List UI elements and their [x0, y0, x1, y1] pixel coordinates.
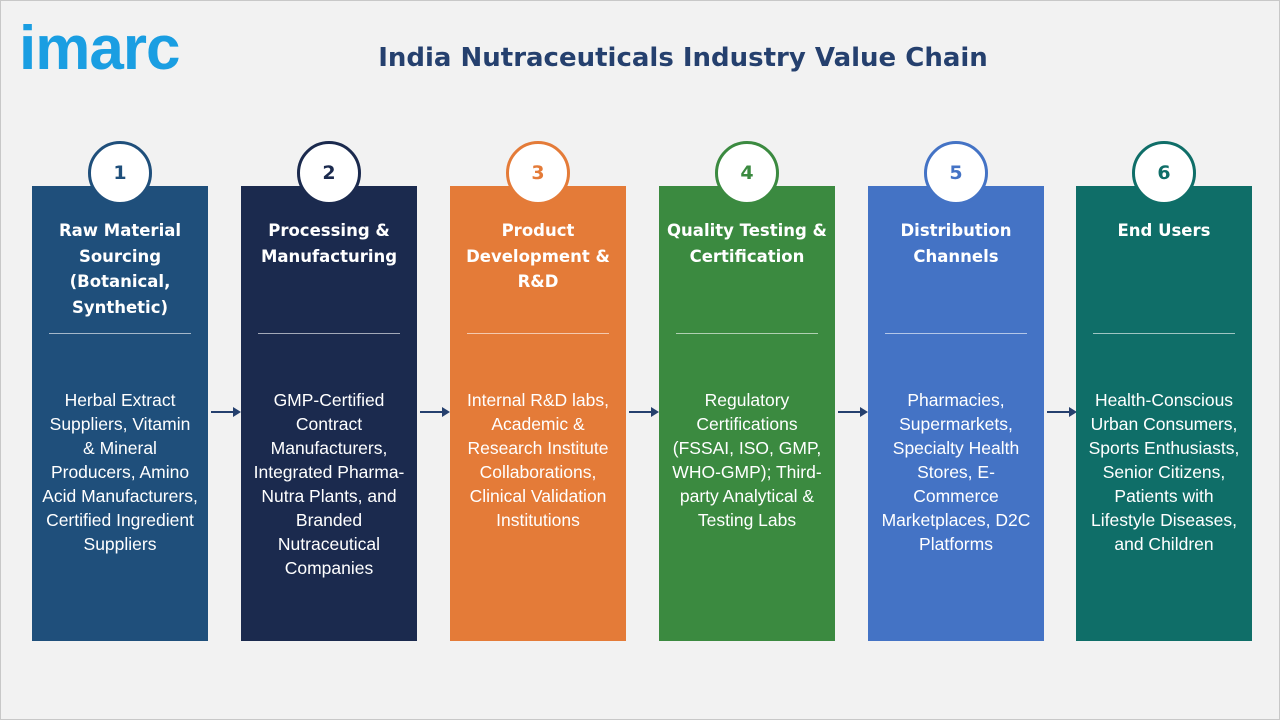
- divider: [1093, 333, 1235, 334]
- stage-title: Quality Testing & Certification: [667, 221, 827, 266]
- stage-box: End Users Health-Conscious Urban Consumer…: [1076, 186, 1252, 641]
- arrow: [420, 407, 450, 417]
- stage-number: 4: [715, 141, 779, 205]
- arrow: [1047, 407, 1077, 417]
- divider: [676, 333, 818, 334]
- stage-box: Raw Material Sourcing (Botanical, Synthe…: [32, 186, 208, 641]
- divider: [467, 333, 609, 334]
- stage-description: Pharmacies, Supermarkets, Specialty Heal…: [881, 390, 1031, 554]
- stage-title: Product Development & R&D: [466, 221, 610, 291]
- arrow: [838, 407, 868, 417]
- divider: [258, 333, 400, 334]
- arrow: [211, 407, 241, 417]
- stage-title: Processing & Manufacturing: [260, 221, 398, 266]
- divider: [49, 333, 191, 334]
- stage-title: Raw Material Sourcing (Botanical, Synthe…: [58, 221, 182, 317]
- stage-description: Regulatory Certifications (FSSAI, ISO, G…: [672, 390, 822, 530]
- stage-number: 6: [1132, 141, 1196, 205]
- stage-box: Product Development & R&D Internal R&D la…: [450, 186, 626, 641]
- stage-number: 1: [88, 141, 152, 205]
- stage-description: Health-Conscious Urban Consumers, Sports…: [1088, 390, 1240, 554]
- page-title: India Nutraceuticals Industry Value Chai…: [378, 43, 988, 73]
- stage-box: Distribution Channels Pharmacies, Superma…: [868, 186, 1044, 641]
- stage-number: 3: [506, 141, 570, 205]
- stage-number: 2: [297, 141, 361, 205]
- stage-number: 5: [924, 141, 988, 205]
- stage-title: End Users: [1117, 221, 1211, 240]
- logo: imarc: [19, 14, 180, 83]
- stage-box: Quality Testing & Certification Regulator…: [659, 186, 835, 641]
- stage-box: Processing & Manufacturing GMP-Certified …: [241, 186, 417, 641]
- divider: [885, 333, 1027, 334]
- stage-description: GMP-Certified Contract Manufacturers, In…: [253, 390, 405, 578]
- arrow: [629, 407, 659, 417]
- stage-title: Distribution Channels: [900, 221, 1012, 266]
- stage-description: Herbal Extract Suppliers, Vitamin & Mine…: [42, 390, 198, 554]
- stage-description: Internal R&D labs, Academic & Research I…: [466, 390, 609, 530]
